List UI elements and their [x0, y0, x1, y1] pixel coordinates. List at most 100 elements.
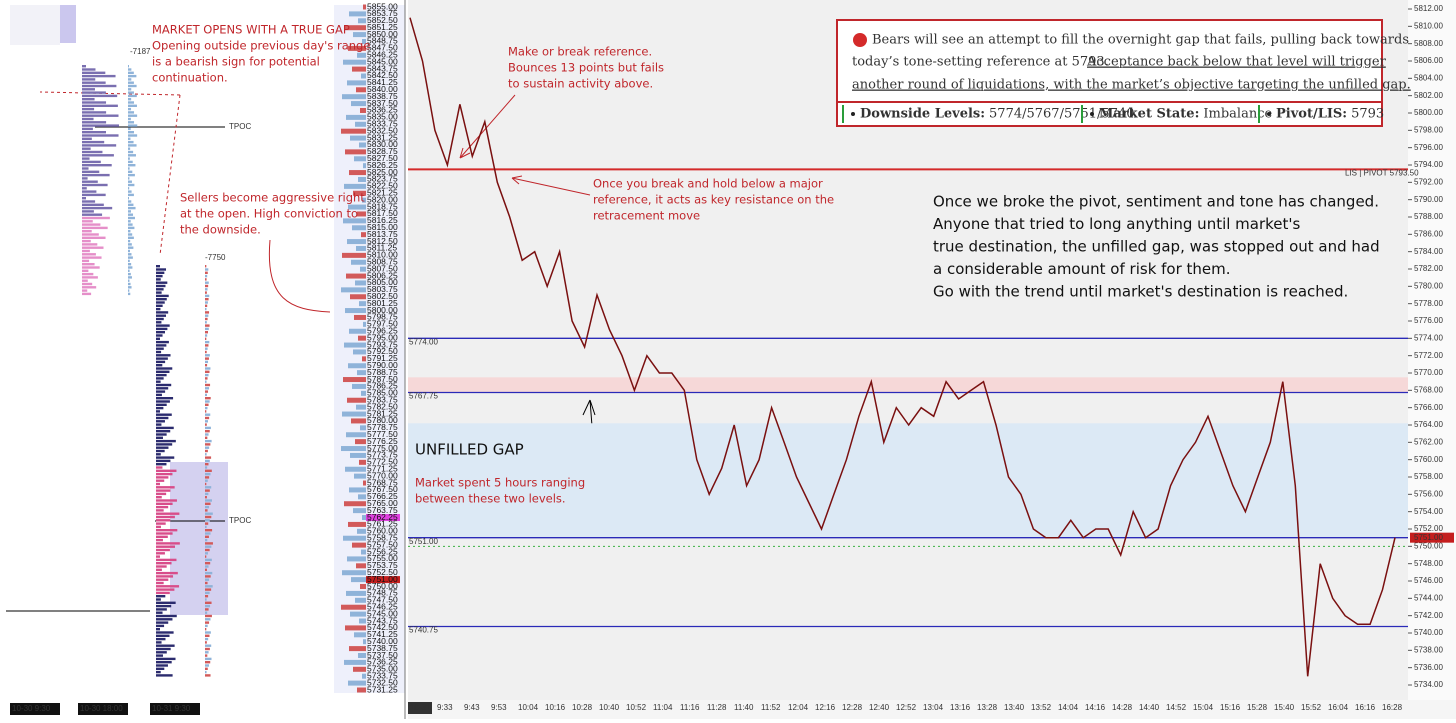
volume-bar: [351, 418, 366, 424]
profile-bar: [205, 525, 207, 529]
commentary: Anyone that tried to long anything until…: [933, 215, 1301, 233]
volume-bar: [352, 383, 366, 389]
profile-bar: [128, 226, 135, 230]
level-label: 5740.75: [409, 626, 438, 635]
profile-bar: [156, 545, 175, 548]
profile-bar: [156, 618, 173, 621]
profile-bar: [128, 259, 130, 263]
ladder-price: 5786.25: [367, 381, 398, 391]
ladder-price: 5750.00: [367, 581, 398, 591]
volume-bar: [342, 252, 366, 258]
x-tick-label: 10:04: [518, 703, 539, 712]
profile-bar: [205, 601, 212, 604]
profile-bar: [205, 459, 210, 463]
ladder-price: 5852.50: [367, 15, 398, 25]
volume-bar: [356, 245, 366, 251]
price-axis: [1408, 0, 1456, 700]
profile-bar: [82, 272, 94, 276]
profile-bar: [128, 187, 130, 190]
profile-bar: [156, 657, 176, 661]
price-highlight: [366, 514, 400, 522]
profile-bar: [205, 519, 210, 522]
volume-bar: [357, 211, 366, 217]
profile-bar: [205, 416, 210, 420]
volume-bar: [344, 25, 366, 31]
profile-bar: [128, 216, 135, 220]
ladder-price: 5731.25: [367, 684, 398, 694]
volume-bar: [347, 239, 366, 245]
x-tick-label: 13:52: [1031, 703, 1052, 712]
profile-bar: [156, 588, 175, 591]
y-tick-label: 5786.00: [1414, 229, 1443, 238]
profile-bar: [156, 578, 169, 581]
ladder-price: 5825.00: [367, 167, 398, 177]
ladder-price: 5767.50: [367, 484, 398, 494]
profile-bar: [205, 654, 208, 657]
profile-bar: [128, 197, 129, 200]
y-tick-label: 5794.00: [1414, 160, 1443, 169]
volume-bar: [359, 459, 366, 465]
profile-bar: [156, 489, 171, 492]
ladder-price: 5747.50: [367, 595, 398, 605]
profile-bar: [205, 489, 210, 492]
commentary: a considerable amount of risk for them.: [933, 260, 1231, 278]
profile-bar: [205, 535, 209, 538]
profile-bar: [128, 279, 130, 282]
y-tick-label: 5770.00: [1414, 368, 1443, 377]
profile-bar: [82, 157, 90, 160]
y-tick-label: 5806.00: [1414, 56, 1443, 65]
annotation-title: MARKET OPENS WITH A TRUE GAP: [152, 23, 350, 37]
profile-bar: [156, 628, 160, 631]
date-label: 10-30 18:00: [80, 704, 123, 713]
profile-bar: [205, 578, 210, 581]
profile-bar: [82, 71, 106, 74]
profile-bar: [156, 324, 170, 327]
volume-bar: [341, 604, 366, 610]
profile-bar: [156, 661, 172, 664]
x-tick-label: 10:40: [599, 703, 620, 712]
profile-bar: [128, 124, 138, 127]
ladder-price: 5775.00: [367, 443, 398, 453]
ladder-price: 5835.00: [367, 112, 398, 122]
profile-bar: [205, 558, 212, 562]
ladder-price: 5842.50: [367, 70, 398, 80]
profile-bar: [156, 575, 174, 578]
profile-bar: [156, 364, 163, 367]
volume-bar: [341, 446, 366, 452]
y-tick-label: 5736.00: [1414, 663, 1443, 672]
annotation: retracement move: [593, 209, 700, 223]
profile-bar: [128, 210, 131, 213]
profile-bar: [205, 505, 210, 509]
profile-bar: [205, 651, 209, 654]
profile-bar: [128, 203, 134, 206]
level-label: 5774.00: [409, 337, 438, 346]
profile-bar: [128, 88, 132, 91]
banner-text: today’s tone-setting reference at 5793.: [852, 55, 1109, 70]
gap-zone: [408, 423, 1408, 538]
ladder-price: 5830.00: [367, 139, 398, 149]
profile-bar: [128, 200, 132, 203]
profile-bar: [82, 144, 117, 147]
profile-bar: [128, 266, 133, 269]
volume-bar: [355, 439, 366, 445]
profile-bar: [156, 499, 177, 502]
profile-bar: [82, 249, 90, 253]
level-name: Market State:: [1099, 107, 1199, 122]
y-tick-label: 5804.00: [1414, 73, 1443, 82]
ladder-price: 5838.75: [367, 91, 398, 101]
annotation: to sustain activity above.: [508, 77, 653, 91]
y-tick-label: 5792.00: [1414, 177, 1443, 186]
volume-bar: [362, 515, 366, 521]
profile-bar: [128, 121, 135, 124]
volume-bar: [350, 452, 366, 458]
ladder-price: 5800.00: [367, 305, 398, 315]
profile-bar: [156, 288, 164, 291]
profile-bar: [156, 585, 180, 588]
profile-bar: [205, 670, 207, 674]
profile-bar: [128, 98, 132, 101]
volume-bar: [361, 549, 366, 555]
profile-bar: [128, 78, 132, 81]
profile-bar: [128, 94, 137, 98]
volume-bar: [350, 611, 366, 617]
